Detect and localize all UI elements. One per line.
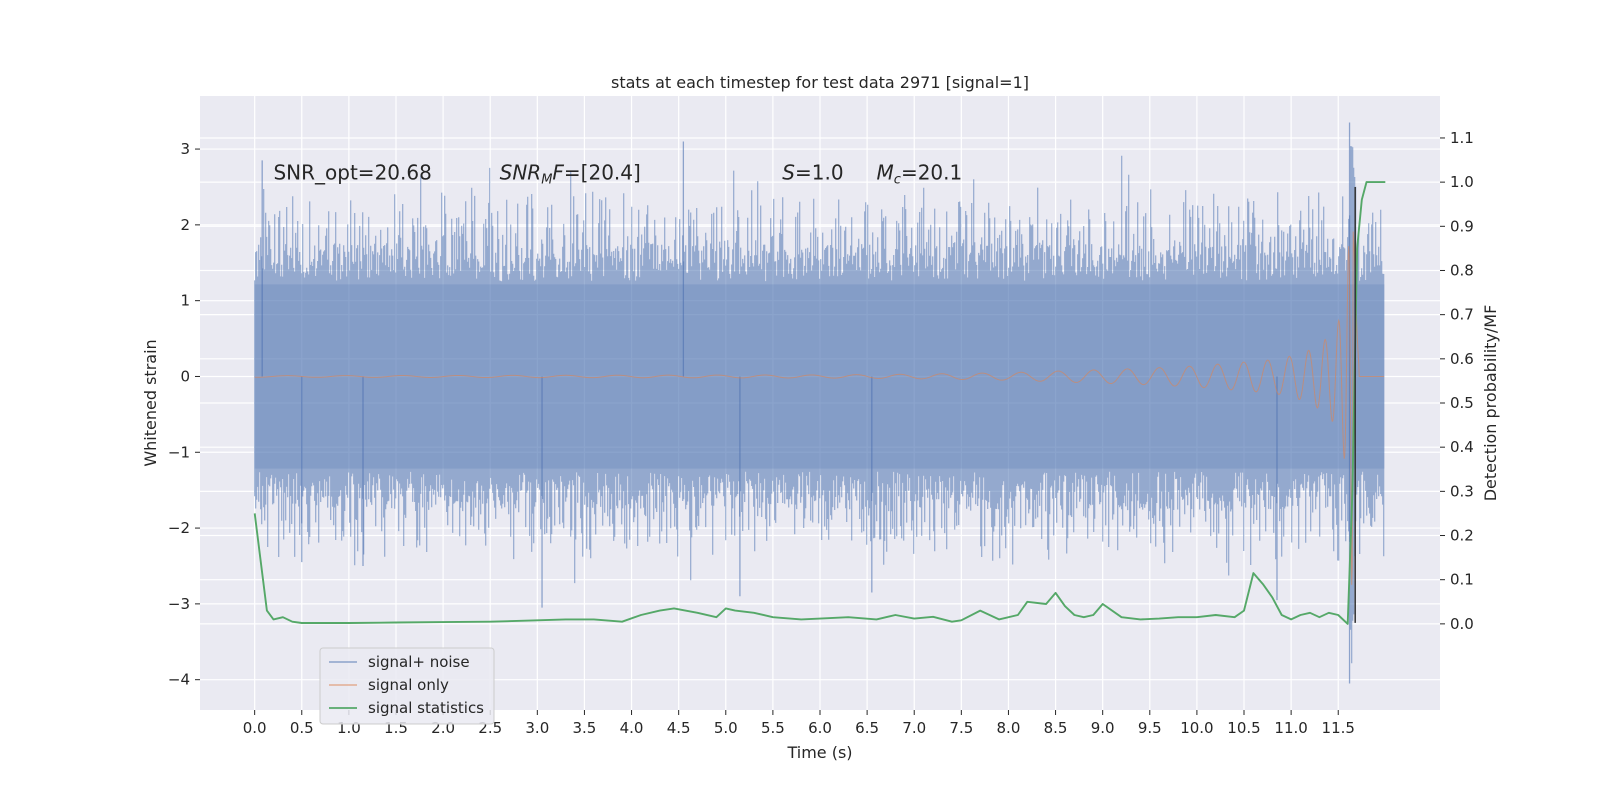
legend-box [319, 647, 495, 725]
y-tick-label: 0 [180, 367, 190, 385]
legend-label-signal-statistics: signal statistics [368, 699, 484, 717]
axis-ticks: 0.0 0.5 1.0 1.5 2.0 2.5 3.0 3.5 4.0 4.5 5.0 5.5 6.0 6… [168, 129, 1474, 737]
x-tick-label: 5.0 [714, 719, 738, 737]
signal-only-trace [254, 231, 1385, 585]
y-tick-label: 2 [180, 216, 190, 234]
annotation-2: S=1.0 [782, 160, 843, 184]
y-right-tick-label: 0.0 [1450, 615, 1474, 633]
x-axis-label: Time (s) [786, 743, 852, 762]
legend-label-signal-only: signal only [368, 676, 449, 694]
signal-statistics-line [253, 181, 1386, 625]
y-axis-right-label: Detection probability/MF [1481, 305, 1500, 502]
signal-noise-core [254, 284, 1385, 469]
y-right-tick-label: 0.4 [1450, 438, 1474, 456]
annotation-0: SNR_opt=20.68 [273, 160, 431, 184]
x-tick-label: 0.5 [290, 719, 314, 737]
x-tick-label: 3.0 [525, 719, 549, 737]
annotation-1: SNRMF=[20.4] [500, 160, 641, 187]
x-tick-label: 6.0 [808, 719, 832, 737]
x-tick-label: 11.5 [1322, 719, 1355, 737]
y-right-tick-label: 0.9 [1450, 217, 1474, 235]
y-right-tick-label: 0.8 [1450, 261, 1474, 279]
x-tick-label: 4.5 [667, 719, 691, 737]
y-right-tick-label: 0.6 [1450, 350, 1474, 368]
x-tick-label: 11.0 [1274, 719, 1307, 737]
legend: signal+ noise signal only signal statist… [319, 647, 495, 725]
x-tick-label: 8.0 [997, 719, 1021, 737]
x-tick-label: 7.5 [949, 719, 973, 737]
y-right-tick-label: 0.2 [1450, 527, 1474, 545]
y-right-tick-label: 0.1 [1450, 571, 1474, 589]
x-tick-label: 8.5 [1044, 719, 1068, 737]
x-tick-label: 3.5 [573, 719, 597, 737]
chart-title: stats at each timestep for test data 297… [611, 73, 1029, 92]
x-tick-label: 5.5 [761, 719, 785, 737]
x-tick-label: 0.0 [243, 719, 267, 737]
legend-label-signal-noise: signal+ noise [368, 653, 470, 671]
x-tick-label: 9.5 [1138, 719, 1162, 737]
y-tick-label: 3 [180, 140, 190, 158]
x-tick-label: 9.0 [1091, 719, 1115, 737]
series-signal-only [254, 231, 1385, 585]
y-tick-label: 1 [180, 292, 190, 310]
y-right-tick-label: 1.1 [1450, 129, 1474, 147]
y-right-tick-label: 0.3 [1450, 482, 1474, 500]
x-tick-label: 7.0 [902, 719, 926, 737]
series-signal-statistics [253, 181, 1386, 625]
x-tick-label: 10.0 [1180, 719, 1213, 737]
y-tick-label: −3 [168, 595, 190, 613]
x-tick-label: 6.5 [855, 719, 879, 737]
y-axis-label: Whitened strain [141, 339, 160, 466]
y-tick-label: −4 [168, 671, 190, 689]
y-tick-label: −2 [168, 519, 190, 537]
annotations: SNR_opt=20.68 SNRMF=[20.4] S=1.0 Mc=20.1 [273, 160, 962, 187]
y-tick-label: −1 [168, 443, 190, 461]
annotation-3: Mc=20.1 [877, 160, 963, 187]
y-right-tick-label: 1.0 [1450, 173, 1474, 191]
y-right-tick-label: 0.7 [1450, 306, 1474, 324]
x-tick-label: 4.0 [620, 719, 644, 737]
y-right-tick-label: 0.5 [1450, 394, 1474, 412]
x-tick-label: 10.5 [1227, 719, 1260, 737]
